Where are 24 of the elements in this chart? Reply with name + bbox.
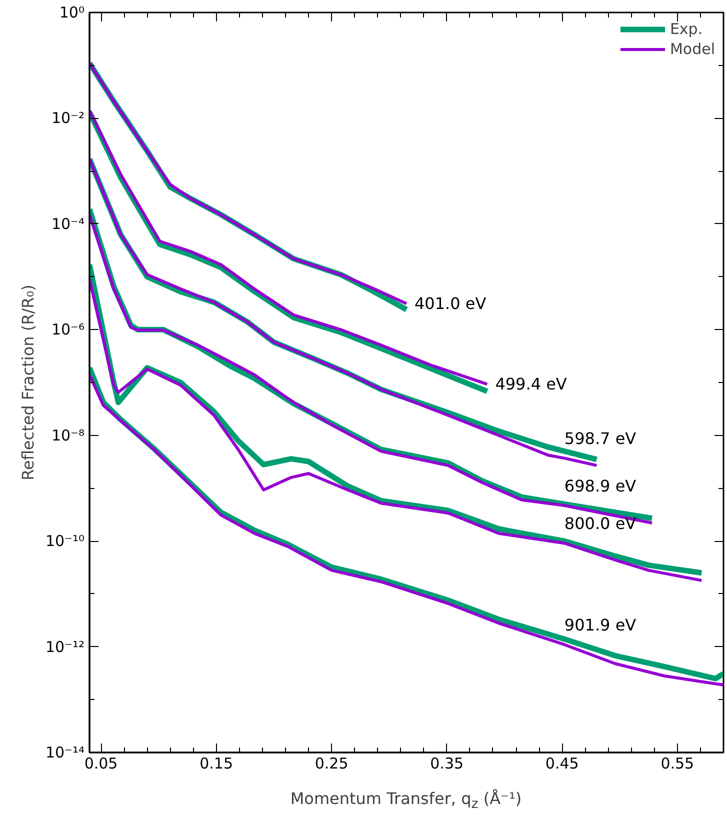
x-tick-label: 0.05 (84, 754, 118, 772)
x-tick-label: 0.25 (314, 754, 348, 772)
annotation: 499.4 eV (495, 374, 567, 394)
annotation: 901.9 eV (564, 616, 636, 635)
x-tick-label: 0.55 (660, 754, 694, 772)
y-tick-label: 10⁻⁸ (51, 426, 85, 444)
y-tick-label: 10⁻¹⁰ (45, 532, 84, 550)
y-axis-title: Reflected Fraction (R/R₀) (18, 284, 38, 480)
x-tick-label: 0.35 (430, 754, 464, 772)
y-tick-label: 10⁻¹² (45, 638, 84, 656)
annotation: 401.0 eV (414, 294, 486, 314)
y-tick-label: 10⁰ (59, 4, 85, 22)
y-tick-label: 10⁻¹⁴ (45, 744, 84, 762)
y-tick-label: 10⁻⁴ (51, 214, 85, 233)
x-axis-title: Momentum Transfer, q$_{z}$ (Å⁻¹) (290, 788, 522, 814)
y-tick-label: 10⁻⁶ (51, 320, 85, 339)
annotation: 800.0 eV (564, 514, 636, 534)
x-tick-label: 0.45 (545, 754, 579, 772)
annotation: 698.9 eV (564, 476, 636, 496)
legend-label: Exp. (670, 20, 703, 38)
legend-label: Model (670, 40, 715, 58)
annotation: 598.7 eV (564, 429, 636, 448)
x-tick-label: 0.15 (200, 754, 234, 772)
y-tick-label: 10⁻² (51, 109, 85, 128)
